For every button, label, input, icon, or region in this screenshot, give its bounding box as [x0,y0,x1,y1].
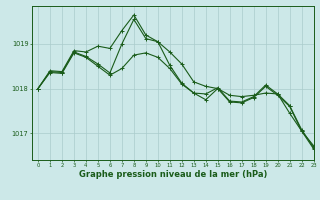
X-axis label: Graphe pression niveau de la mer (hPa): Graphe pression niveau de la mer (hPa) [79,170,267,179]
